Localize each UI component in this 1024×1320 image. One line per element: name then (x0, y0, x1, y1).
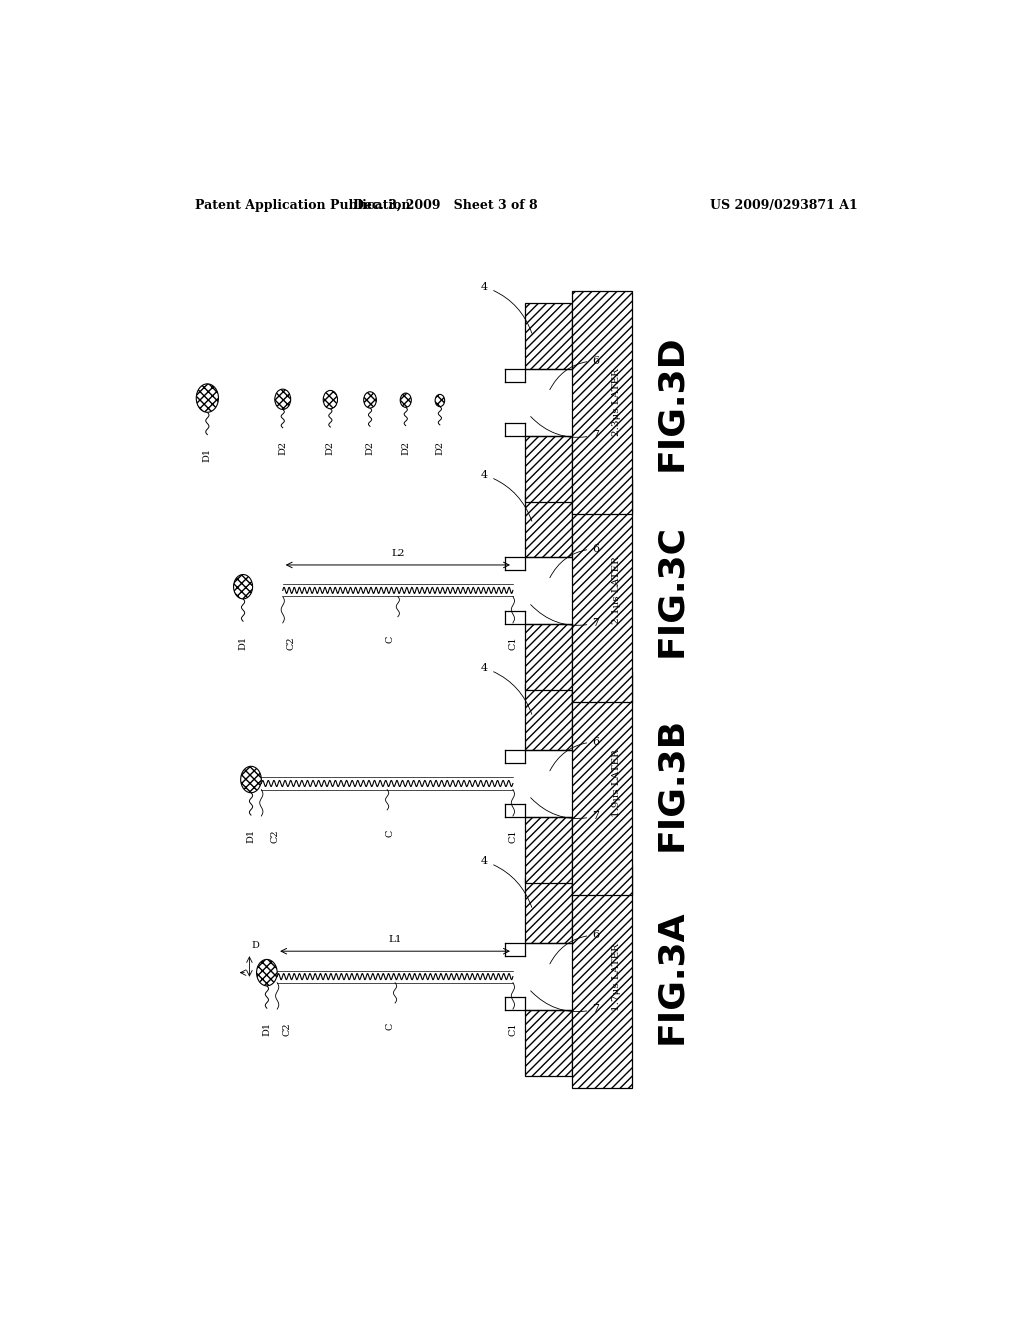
Text: FIG.3B: FIG.3B (654, 717, 688, 850)
Text: C: C (385, 829, 394, 837)
Text: 1.7μs LATER: 1.7μs LATER (611, 942, 621, 1011)
Bar (572, 865, 632, 1089)
Text: C2: C2 (283, 1022, 291, 1036)
Text: D1: D1 (239, 636, 248, 651)
Bar (524, 302, 572, 368)
Text: 4: 4 (481, 857, 531, 907)
Circle shape (233, 574, 253, 599)
Circle shape (324, 391, 338, 409)
Text: C2: C2 (270, 829, 280, 843)
Text: C: C (385, 1022, 394, 1030)
Text: D2: D2 (435, 441, 444, 455)
Circle shape (435, 395, 444, 407)
Text: D2: D2 (401, 441, 411, 455)
Text: D2: D2 (279, 441, 288, 455)
Text: D2: D2 (366, 441, 375, 455)
Text: L2: L2 (391, 549, 404, 558)
Text: 7: 7 (530, 991, 599, 1014)
Text: FIG.3C: FIG.3C (654, 524, 688, 657)
Bar (572, 290, 632, 515)
Bar (524, 876, 572, 942)
Text: 2.3μs LATER: 2.3μs LATER (611, 368, 621, 437)
Text: 7: 7 (530, 417, 599, 440)
Text: Patent Application Publication: Patent Application Publication (196, 199, 411, 213)
Text: 6: 6 (550, 544, 599, 578)
Bar (524, 684, 572, 750)
Circle shape (400, 393, 412, 408)
Text: 6: 6 (550, 737, 599, 771)
Bar (524, 491, 572, 557)
Text: 7: 7 (530, 797, 599, 821)
Text: US 2009/0293871 A1: US 2009/0293871 A1 (711, 199, 858, 213)
Circle shape (197, 384, 218, 412)
Text: 7: 7 (530, 605, 599, 628)
Circle shape (364, 392, 377, 408)
Text: C: C (385, 636, 394, 643)
Circle shape (257, 960, 278, 986)
Text: 6: 6 (550, 355, 599, 389)
Text: Dec. 3, 2009   Sheet 3 of 8: Dec. 3, 2009 Sheet 3 of 8 (353, 199, 538, 213)
Bar (524, 436, 572, 502)
Bar (524, 1010, 572, 1076)
Circle shape (241, 767, 261, 793)
Text: C1: C1 (508, 829, 517, 843)
Text: 4: 4 (481, 663, 531, 714)
Text: C1: C1 (508, 636, 517, 649)
Text: 2.1μs LATER: 2.1μs LATER (611, 557, 621, 624)
Text: D: D (251, 941, 259, 950)
Text: FIG.3D: FIG.3D (654, 334, 688, 471)
Text: D1: D1 (203, 447, 212, 462)
Circle shape (274, 389, 291, 409)
Bar (524, 624, 572, 690)
Text: C1: C1 (508, 1022, 517, 1036)
Text: 6: 6 (550, 931, 599, 964)
Text: 1.9μs LATER: 1.9μs LATER (611, 750, 621, 817)
Bar (572, 479, 632, 702)
Text: D2: D2 (326, 441, 335, 455)
Bar (572, 672, 632, 895)
Text: C2: C2 (286, 636, 295, 649)
Text: 4: 4 (481, 282, 531, 333)
Text: D1: D1 (247, 829, 256, 843)
Text: L1: L1 (388, 935, 401, 944)
Text: 4: 4 (481, 470, 531, 521)
Text: D1: D1 (262, 1022, 271, 1036)
Bar (524, 817, 572, 883)
Text: FIG.3A: FIG.3A (654, 909, 688, 1044)
